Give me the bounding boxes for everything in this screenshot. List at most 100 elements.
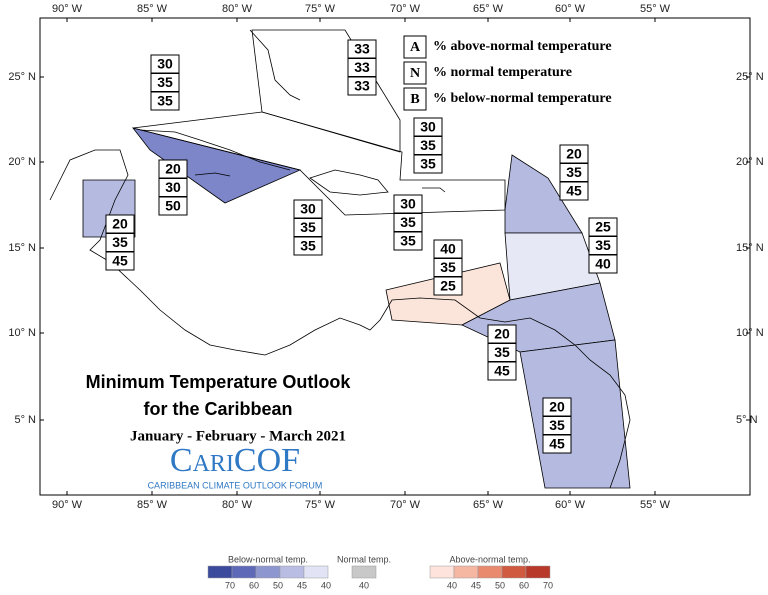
hispaniola <box>309 169 389 196</box>
prob-box <box>413 154 443 174</box>
prob-box <box>293 236 323 256</box>
colorbar-tick: 70 <box>543 580 553 590</box>
lon-label: 90° W <box>52 499 83 511</box>
prob-value: 30 <box>165 179 181 195</box>
prob-value: 33 <box>354 78 370 94</box>
lon-label: 75° W <box>305 499 336 511</box>
key-text: % above-normal temperature <box>433 39 612 54</box>
swatch <box>255 565 281 579</box>
swatch <box>429 565 455 579</box>
prob-value: 35 <box>595 237 611 253</box>
key: A % above-normal temperature N % normal tem… <box>403 35 612 111</box>
prob-value: 35 <box>566 164 582 180</box>
prob-value: 45 <box>112 253 128 269</box>
prob-value: 33 <box>354 59 370 75</box>
prob-value: 45 <box>566 183 582 199</box>
colorbar-label: Above-normal temp. <box>449 554 530 564</box>
axes: 90° W 90° W 85° W 85° W 80° W 80° W 75° W 75° W… <box>8 3 763 511</box>
lon-label: 55° W <box>640 3 671 15</box>
prob-value: 35 <box>420 156 436 172</box>
prob-value: 35 <box>549 417 565 433</box>
prob-box <box>487 361 517 381</box>
prob-box <box>158 196 188 216</box>
period: January - February - March 2021 <box>130 428 346 444</box>
prob-value: 35 <box>420 137 436 153</box>
prob-value: 45 <box>549 436 565 452</box>
swatch <box>279 565 305 579</box>
cuba <box>139 129 291 171</box>
outline <box>251 29 401 153</box>
swatch <box>453 565 479 579</box>
prob-value: 35 <box>494 344 510 360</box>
colorbar-tick: 50 <box>273 580 283 590</box>
lon-label: 60° W <box>555 499 586 511</box>
prob-value: 35 <box>400 233 416 249</box>
colorbar-tick: 70 <box>225 580 235 590</box>
lon-label: 70° W <box>390 3 421 15</box>
florida-bahamas <box>249 29 301 101</box>
key-text: % below-normal temperature <box>433 91 612 106</box>
key-text: % normal temperature <box>433 65 572 80</box>
lon-label: 65° W <box>473 499 504 511</box>
lon-label: 75° W <box>305 3 336 15</box>
lon-label: 90° W <box>52 3 83 15</box>
title-line1: Minimum Temperature Outlook <box>86 372 352 392</box>
lat-label: 10° N <box>8 327 36 339</box>
key-box <box>403 87 427 111</box>
prob-value: 35 <box>300 238 316 254</box>
prob-box <box>559 181 589 201</box>
prob-box <box>105 251 135 271</box>
lon-label: 55° W <box>640 499 671 511</box>
prob-value: 35 <box>157 74 173 90</box>
logo-tagline: CARIBBEAN CLIMATE OUTLOOK FORUM <box>148 480 323 490</box>
swatch <box>303 565 329 579</box>
prob-value: 45 <box>494 363 510 379</box>
swatch <box>351 565 377 579</box>
colorbar-tick: 40 <box>359 580 369 590</box>
probability-boxes: 30 35 35 33 33 33 30 35 35 20 30 50 20 35 45 30 35 35 30 35… <box>105 39 618 454</box>
colorbar: Below-normal temp. 70 60 50 45 40 Normal temp.… <box>207 554 553 590</box>
lon-label: 80° W <box>222 3 253 15</box>
prob-value: 40 <box>595 256 611 272</box>
prob-value: 20 <box>165 161 181 177</box>
lon-label: 80° W <box>222 499 253 511</box>
colorbar-tick: 40 <box>321 580 331 590</box>
prob-value: 30 <box>300 201 316 217</box>
prob-value: 50 <box>165 198 181 214</box>
lon-label: 60° W <box>555 3 586 15</box>
region-outlines <box>132 29 506 216</box>
prob-box <box>393 231 423 251</box>
key-box <box>403 61 427 85</box>
lon-label: 70° W <box>390 499 421 511</box>
swatch <box>207 565 233 579</box>
prob-box <box>542 434 572 454</box>
key-letter: B <box>410 92 419 107</box>
swatch <box>525 565 551 579</box>
prob-value: 25 <box>440 278 456 294</box>
lon-label: 85° W <box>137 3 168 15</box>
prob-value: 35 <box>440 259 456 275</box>
prob-box <box>588 254 618 274</box>
prob-value: 35 <box>112 234 128 250</box>
coast <box>49 149 631 489</box>
prob-value: 35 <box>157 93 173 109</box>
lat-label: 20° N <box>8 156 36 168</box>
prob-value: 40 <box>440 241 456 257</box>
jamaica <box>194 172 231 177</box>
map-frame <box>39 17 751 496</box>
prob-value: 35 <box>300 219 316 235</box>
colorbar-tick: 40 <box>447 580 457 590</box>
prob-value: 30 <box>400 196 416 212</box>
prob-box <box>150 91 180 111</box>
key-letter: A <box>410 40 421 55</box>
prob-box <box>347 76 377 96</box>
lon-label: 85° W <box>137 499 168 511</box>
prob-value: 35 <box>400 214 416 230</box>
prob-value: 25 <box>595 219 611 235</box>
colorbar-tick: 60 <box>249 580 259 590</box>
prob-value: 20 <box>549 399 565 415</box>
lat-label: 15° N <box>8 242 36 254</box>
lat-label: 5° N <box>14 414 36 426</box>
colorbar-label: Below-normal temp. <box>228 554 308 564</box>
